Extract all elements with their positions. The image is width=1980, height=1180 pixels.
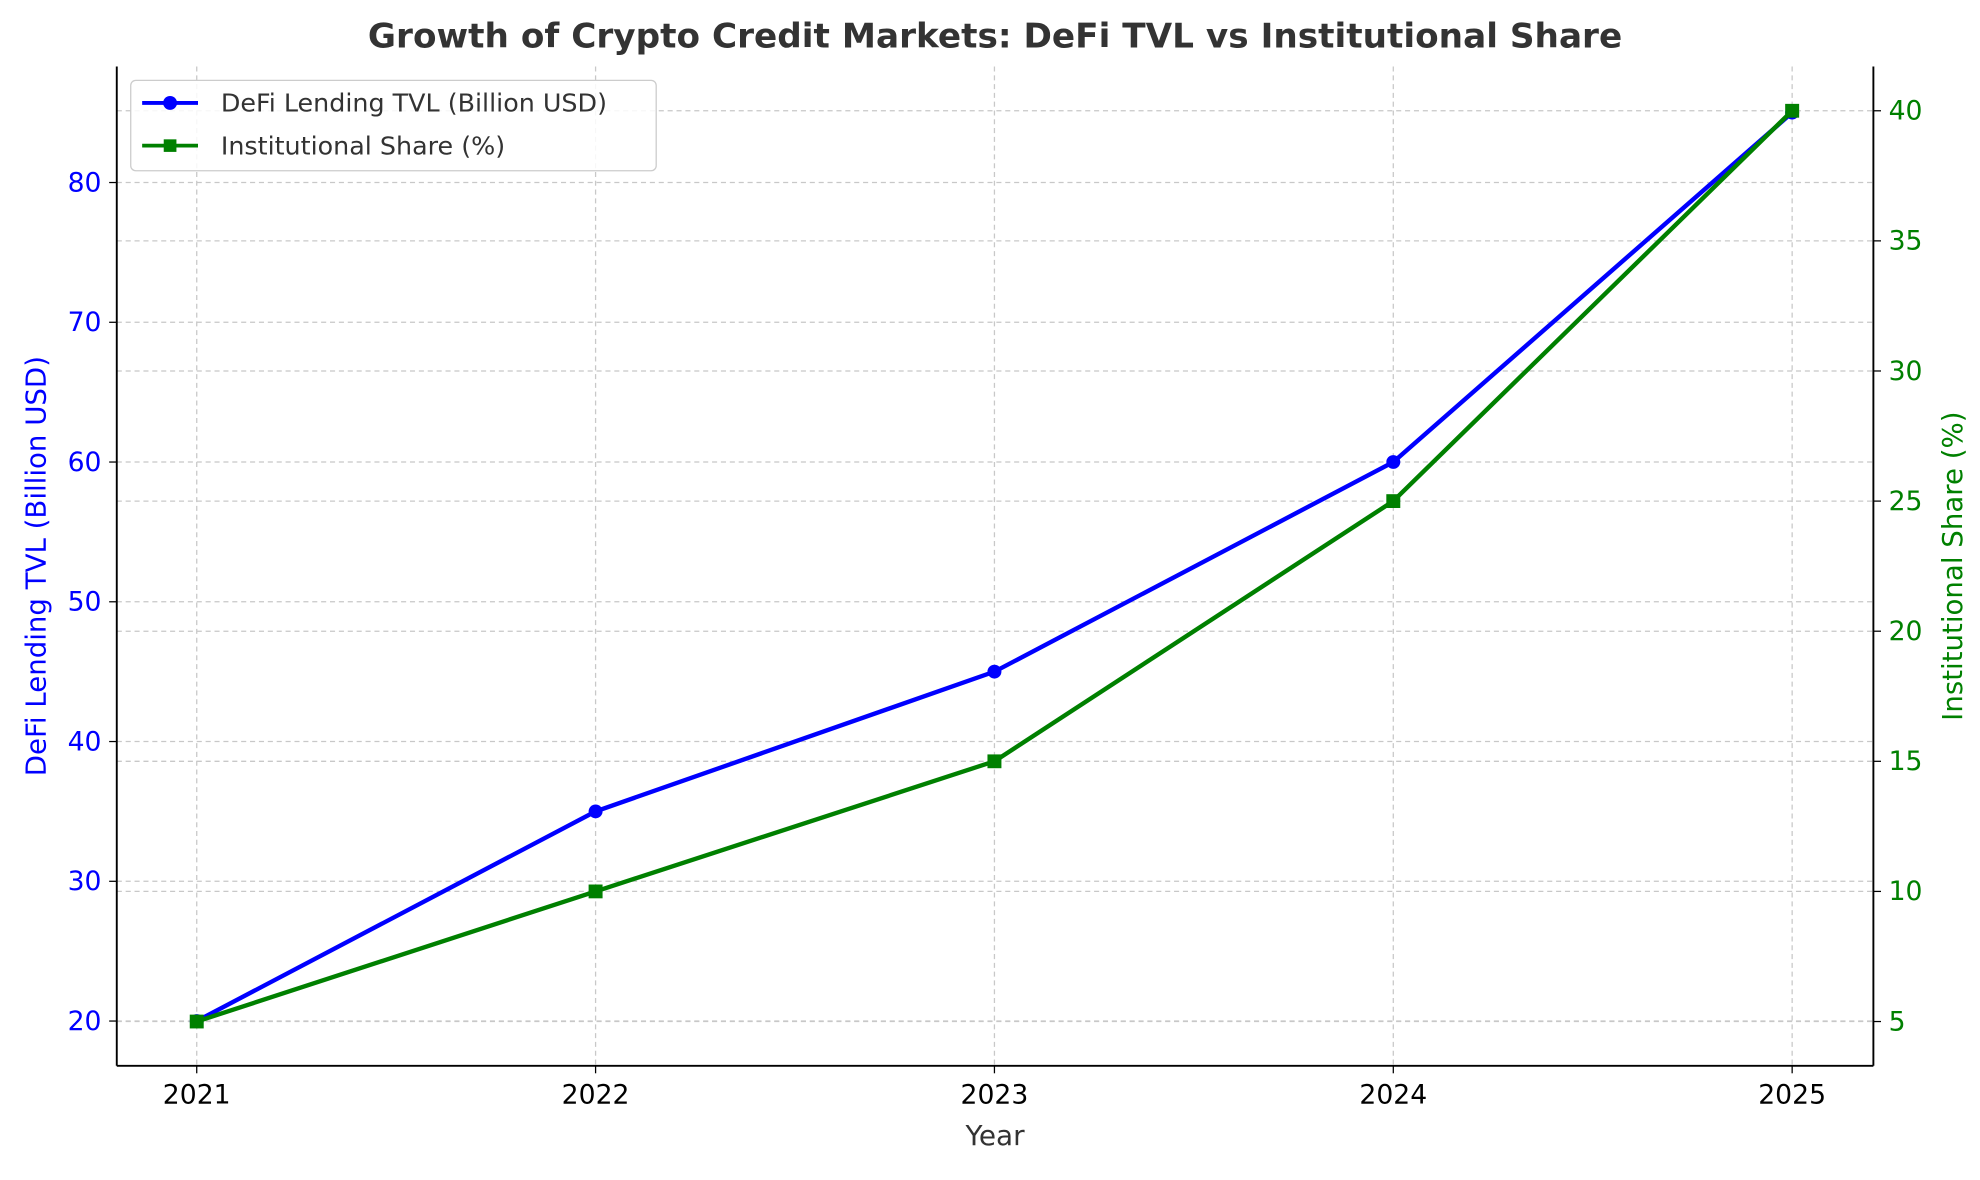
y-right-axis-label: Institutional Share (%) — [1936, 411, 1969, 720]
y-left-axis-label: DeFi Lending TVL (Billion USD) — [20, 356, 53, 776]
legend: DeFi Lending TVL (Billion USD) Instituti… — [130, 79, 657, 172]
x-tick-label: 2023 — [961, 1080, 1029, 1111]
data-point — [1386, 494, 1401, 508]
x-tick-label: 2021 — [163, 1080, 231, 1111]
y-right-tick-label: 10 — [1889, 876, 1923, 907]
legend-box — [130, 79, 657, 172]
x-tick-label: 2022 — [562, 1080, 630, 1111]
data-point — [588, 884, 603, 899]
legend-marker-tvl — [163, 96, 178, 110]
y-right-tick-label: 20 — [1889, 616, 1923, 647]
y-right-tick-label: 35 — [1889, 226, 1923, 257]
data-point — [987, 664, 1002, 679]
data-point — [1785, 103, 1800, 118]
y-left-tick-label: 70 — [68, 307, 102, 338]
legend-label-share: Institutional Share (%) — [221, 132, 505, 161]
series — [189, 103, 1800, 1029]
data-point — [189, 1014, 204, 1029]
x-axis-label: Year — [965, 1119, 1026, 1152]
y-left-tick-label: 50 — [68, 587, 102, 618]
y-left-tick-label: 40 — [68, 726, 102, 757]
y-left-tick-label: 80 — [68, 167, 102, 198]
grid — [116, 66, 1874, 1066]
data-point — [1386, 455, 1401, 469]
y-right-tick-label: 40 — [1889, 96, 1923, 127]
legend-marker-share — [163, 139, 177, 152]
y-right-tick-label: 5 — [1889, 1006, 1906, 1037]
y-right-tick-label: 25 — [1889, 486, 1923, 517]
data-point — [588, 804, 603, 819]
y-left-tick-label: 20 — [68, 1006, 102, 1037]
y-right-tick-label: 30 — [1889, 356, 1923, 387]
chart-title: Growth of Crypto Credit Markets: DeFi TV… — [368, 17, 1622, 57]
legend-label-tvl: DeFi Lending TVL (Billion USD) — [221, 89, 607, 118]
y-right-tick-label: 15 — [1889, 746, 1923, 777]
y-left-tick-label: 30 — [68, 866, 102, 897]
axes: 2021 2022 2023 2024 202520304050607080510152… — [68, 66, 1923, 1111]
x-tick-label: 2024 — [1359, 1080, 1427, 1111]
data-point — [987, 754, 1002, 769]
x-tick-label: 2025 — [1758, 1080, 1826, 1111]
y-left-tick-label: 60 — [68, 447, 102, 478]
